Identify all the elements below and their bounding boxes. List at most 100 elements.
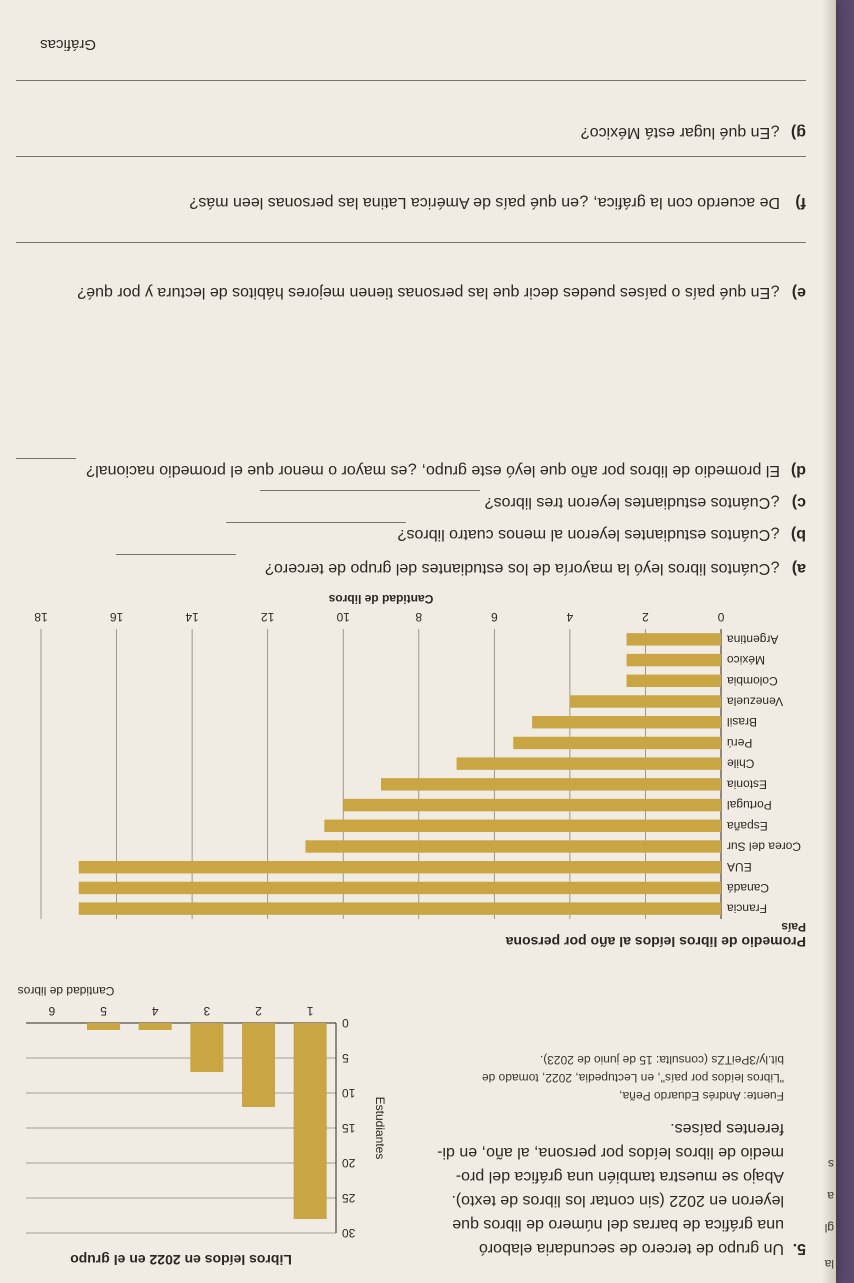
y-tick-label: 10: [342, 1086, 356, 1100]
category-label: EUA: [727, 860, 752, 874]
chart-title: Libros leídos en 2022 en el grupo: [70, 1252, 292, 1268]
answer-line[interactable]: [16, 242, 806, 243]
y-axis-label: País: [781, 920, 806, 934]
question-letter: a): [791, 560, 806, 577]
category-label: Canadá: [727, 881, 769, 895]
bar: [78, 902, 721, 915]
question-text: El promedio de libros por año que leyó e…: [86, 462, 780, 479]
question-letter: d): [790, 462, 806, 479]
problem-text-line: una gráfica de barras del número de libr…: [452, 1216, 784, 1233]
category-label: Portugal: [727, 798, 772, 812]
y-tick-label: 5: [342, 1051, 349, 1065]
category-label: México: [727, 653, 765, 667]
source-line: "Libros leídos por país", en Lectupedia,…: [481, 1071, 784, 1085]
answer-line[interactable]: [16, 458, 76, 459]
group-books-chart: Libros leídos en 2022 en el grupo0510152…: [18, 984, 387, 1268]
bar: [190, 1023, 224, 1072]
x-tick-label: 6: [48, 1004, 55, 1018]
question-letter: e): [791, 284, 806, 301]
y-tick-label: 15: [342, 1121, 356, 1135]
x-tick-label: 5: [100, 1004, 107, 1018]
answer-line[interactable]: [116, 554, 236, 555]
bar: [569, 695, 721, 708]
question-letter: g): [790, 124, 806, 141]
x-tick-label: 4: [152, 1004, 159, 1018]
category-label: Francia: [727, 902, 767, 916]
bar: [343, 798, 721, 812]
y-tick-label: 30: [342, 1226, 356, 1240]
x-tick-label: 1: [307, 1004, 314, 1018]
bar: [381, 778, 721, 791]
answer-line[interactable]: [226, 522, 406, 523]
x-tick-label: 18: [34, 610, 48, 624]
answer-line[interactable]: [260, 490, 480, 491]
x-tick-label: 16: [110, 610, 124, 624]
x-tick-label: 8: [415, 610, 422, 624]
question-text: De acuerdo con la gráfica, ¿en qué país …: [189, 194, 780, 211]
source-line: Fuente: Andrés Eduardo Peña,: [619, 1089, 784, 1103]
category-label: Perú: [727, 736, 752, 750]
y-tick-label: 25: [342, 1191, 356, 1205]
source-line: bit.ly/3PeiTZs (consulta: 15 de junio de…: [539, 1053, 784, 1067]
x-tick-label: 2: [255, 1004, 262, 1018]
x-tick-label: 12: [261, 610, 275, 624]
margin-letter: la: [824, 1257, 834, 1271]
category-label: Venezuela: [727, 695, 783, 709]
bar: [305, 840, 721, 853]
x-tick-label: 6: [491, 610, 498, 624]
bar: [626, 653, 721, 667]
bar: [324, 819, 721, 832]
margin-letter: s: [828, 1157, 834, 1171]
x-axis-label: Cantidad de libros: [18, 984, 115, 998]
category-label: Argentina: [727, 632, 779, 646]
question-text: ¿En qué lugar está México?: [580, 124, 780, 141]
bar: [513, 736, 721, 750]
chart-title: Promedio de libros leídos al año por per…: [506, 934, 806, 950]
x-tick-label: 14: [185, 610, 199, 624]
textbook-page: la gl a s 5. Un grupo de tercero de secu…: [0, 0, 836, 1283]
x-tick-label: 10: [336, 610, 350, 624]
y-tick-label: 0: [342, 1016, 349, 1030]
problem-text-line: Abajo se muestra también una gráfica del…: [455, 1168, 784, 1185]
bar: [626, 674, 721, 687]
x-tick-label: 2: [642, 610, 649, 624]
category-label: Corea del Sur: [727, 840, 801, 854]
x-axis-label: Cantidad de libros: [328, 592, 433, 606]
question-letter: c): [791, 494, 806, 511]
country-average-chart: Promedio de libros leídos al año por per…: [34, 592, 806, 950]
bar: [626, 633, 721, 646]
section-footer: Gráficas: [40, 36, 96, 53]
y-tick-label: 20: [342, 1156, 356, 1170]
question-text: ¿Cuántos libros leyó la mayoría de los e…: [265, 560, 780, 577]
margin-letter: gl: [824, 1221, 834, 1235]
bar: [456, 757, 721, 770]
category-label: Brasil: [727, 715, 757, 729]
y-axis-label: Estudiantes: [373, 1097, 387, 1160]
bar: [78, 861, 721, 874]
question-text: ¿Cuántos estudiantes leyeron al menos cu…: [397, 526, 780, 543]
bar: [293, 1023, 327, 1219]
bar: [138, 1023, 172, 1030]
category-label: Colombia: [727, 674, 778, 688]
question-text: ¿En qué país o países puedes decir que l…: [77, 284, 780, 301]
problem-number: 5.: [792, 1240, 806, 1257]
problem-text-line: leyeron en 2022 (sin contar los libros d…: [451, 1192, 784, 1209]
answer-line[interactable]: [16, 80, 806, 81]
bar: [86, 1023, 121, 1030]
category-label: España: [727, 819, 768, 833]
problem-text-line: medio de libros leídos por persona, al a…: [437, 1144, 784, 1161]
problem-text-line: Un grupo de tercero de secundaria elabor…: [478, 1240, 784, 1257]
question-letter: f): [795, 194, 806, 211]
bar: [241, 1023, 276, 1107]
problem-text-line: ferentes países.: [670, 1120, 784, 1137]
bar: [532, 716, 721, 729]
margin-letter: a: [827, 1189, 834, 1203]
x-tick-label: 0: [717, 610, 724, 624]
category-label: Chile: [727, 757, 755, 771]
question-letter: b): [790, 526, 806, 543]
answer-line[interactable]: [16, 156, 806, 157]
page-binding-edge: [822, 0, 836, 1283]
x-tick-label: 4: [566, 610, 573, 624]
question-text: ¿Cuántos estudiantes leyeron tres libros…: [484, 494, 780, 511]
